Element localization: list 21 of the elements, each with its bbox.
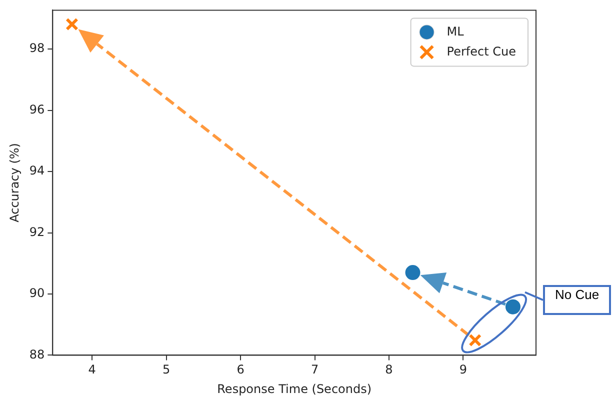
y-tick-label: 90: [29, 286, 45, 300]
x-tick-label: 6: [236, 362, 244, 377]
y-tick-label: 88: [29, 347, 45, 362]
x-tick-label: 9: [459, 362, 468, 377]
x-tick-label: 5: [162, 362, 170, 377]
point: [66, 18, 78, 31]
text: No Cue: [543, 285, 612, 315]
legend-label: Perfect Cue: [446, 44, 516, 58]
y-tick-label: 92: [29, 224, 45, 239]
x-axis-title: Response Time (Seconds): [217, 382, 372, 396]
x-tick-label: 8: [385, 362, 393, 377]
legend-label: ML: [446, 24, 464, 38]
point: [505, 299, 520, 314]
point: [468, 334, 482, 347]
x-tick-label: 4: [88, 362, 96, 377]
point: [405, 265, 420, 280]
y-tick-label: 94: [29, 164, 45, 178]
x-tick-label: 7: [310, 362, 319, 377]
y-tick-label: 98: [29, 41, 45, 56]
y-axis-title: Accuracy (%): [7, 143, 22, 222]
y-tick-label: 96: [29, 102, 45, 116]
